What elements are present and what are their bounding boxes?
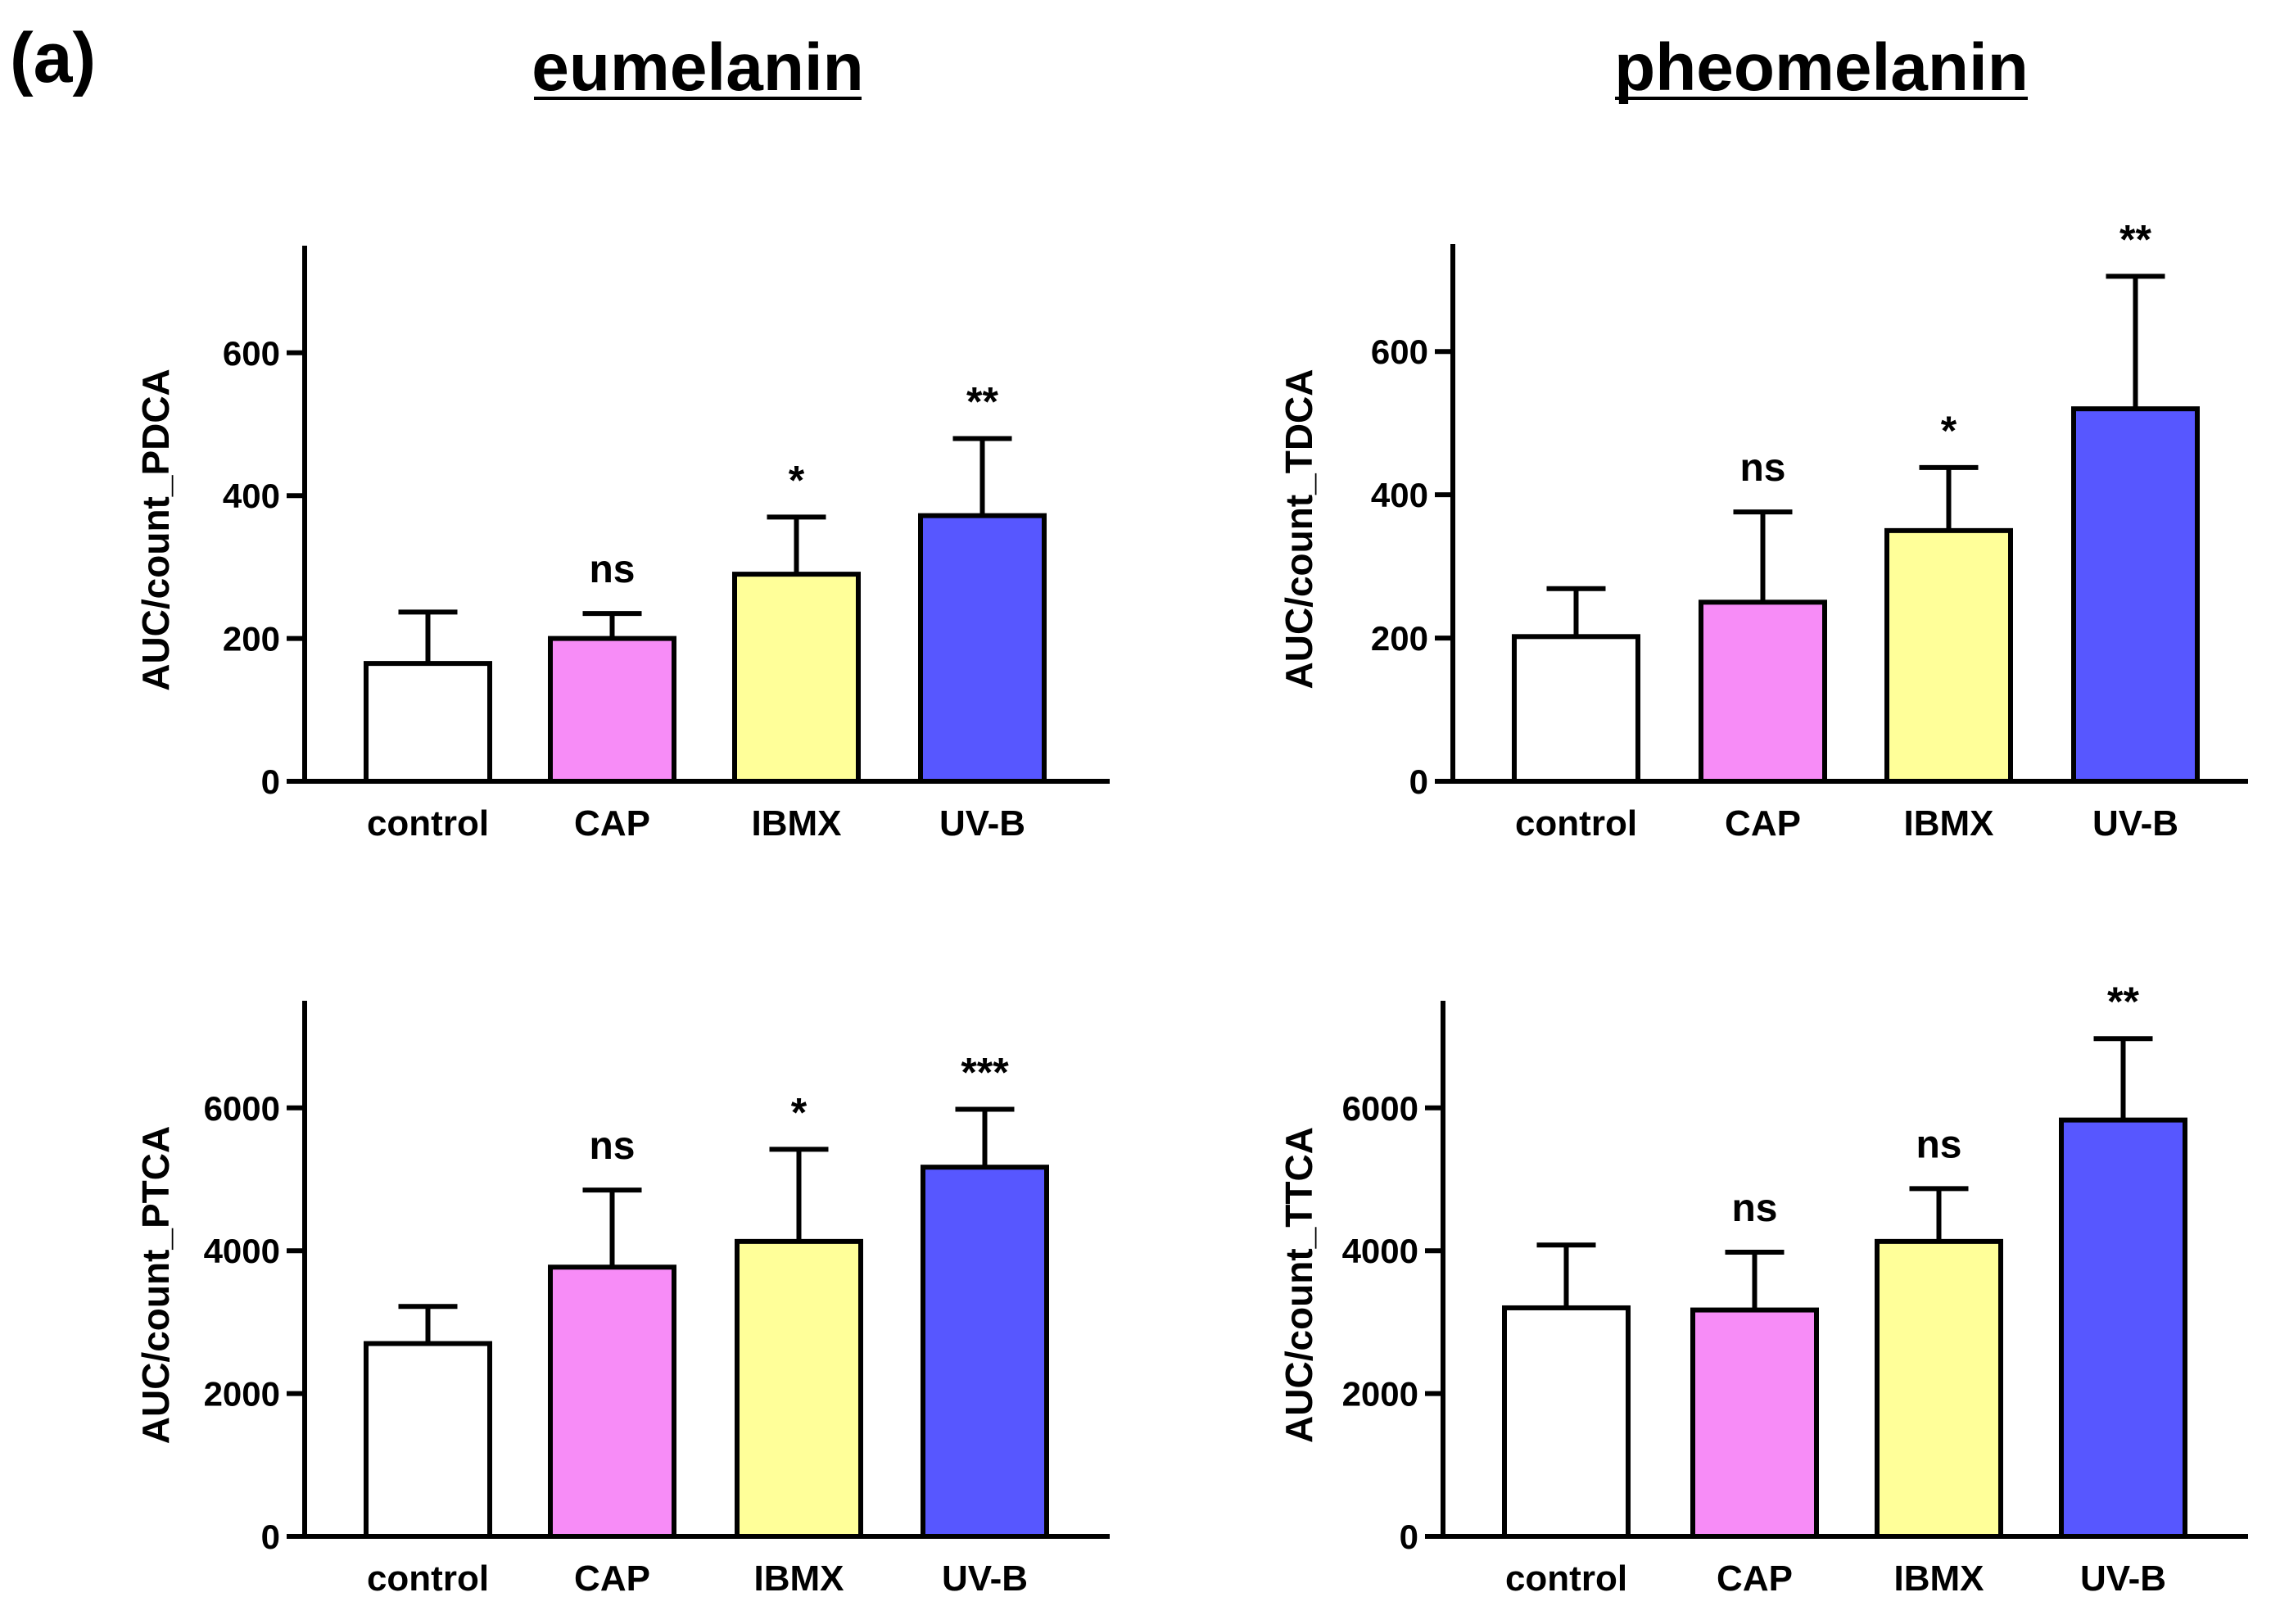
y-tick-label-400: 400 (223, 477, 280, 515)
significance-label-ibmx: * (789, 457, 805, 503)
chart-ttca: control CAP ns IBMX ns UV-B ** 0 2000 4000 6000 AUC… (1278, 979, 2248, 1599)
x-tick-label-uv-b: UV-B (942, 1558, 1028, 1599)
x-tick-label-ibmx: IBMX (754, 1558, 844, 1599)
x-tick-label-ibmx: IBMX (1904, 803, 1994, 844)
significance-label-uv-b: ** (2119, 216, 2151, 262)
bar-uv-b (921, 1165, 1049, 1540)
y-tick-label-2000: 2000 (1342, 1375, 1418, 1414)
x-tick-label-uv-b: UV-B (2080, 1558, 2166, 1599)
significance-label-cap: ns (589, 548, 635, 591)
x-tick-label-control: control (367, 803, 489, 844)
bar-cap (548, 1264, 676, 1539)
significance-label-uv-b: ** (2107, 979, 2139, 1025)
bar-ibmx (1875, 1238, 2003, 1539)
x-tick-label-control: control (367, 1558, 489, 1599)
bar-cap (1699, 599, 1827, 784)
y-tick-label-200: 200 (1371, 619, 1428, 658)
y-tick-label-6000: 6000 (204, 1089, 280, 1128)
bar-cap (548, 636, 676, 784)
column-title-eumelanin: eumelanin (532, 30, 864, 105)
y-tick-label-0: 0 (261, 762, 280, 801)
x-tick-label-ibmx: IBMX (752, 803, 842, 844)
significance-label-uv-b: ** (966, 378, 998, 424)
y-axis-label: AUC/count_PTCA (134, 1126, 177, 1444)
significance-label-cap: ns (1731, 1187, 1777, 1230)
y-tick-label-600: 600 (223, 334, 280, 373)
x-tick-label-uv-b: UV-B (2092, 803, 2178, 844)
y-tick-label-4000: 4000 (204, 1232, 280, 1270)
bar-uv-b (2059, 1117, 2187, 1540)
significance-label-cap: ns (1739, 446, 1785, 490)
y-tick-label-200: 200 (223, 620, 280, 658)
chart-ptca: control CAP ns IBMX * UV-B *** 0 2000 4000 6000 AUC… (134, 1001, 1110, 1599)
bar-ibmx (735, 1238, 863, 1539)
y-tick-label-0: 0 (1409, 762, 1428, 801)
bar-uv-b (2071, 406, 2200, 784)
y-tick-label-0: 0 (1400, 1518, 1418, 1556)
significance-label-ibmx: * (791, 1089, 808, 1135)
bar-uv-b (918, 513, 1047, 785)
x-tick-label-cap: CAP (574, 803, 650, 844)
significance-label-uv-b: *** (961, 1050, 1009, 1096)
x-tick-label-cap: CAP (1717, 1558, 1793, 1599)
y-tick-label-2000: 2000 (204, 1375, 280, 1414)
chart-tdca: control CAP ns IBMX * UV-B ** 0 200 400 600 AUC/cou… (1278, 216, 2248, 844)
x-tick-label-ibmx: IBMX (1894, 1558, 1984, 1599)
bar-control (364, 1341, 492, 1540)
y-axis-label: AUC/count_TDCA (1278, 369, 1320, 690)
x-tick-label-control: control (1505, 1558, 1627, 1599)
significance-label-cap: ns (589, 1124, 635, 1168)
x-tick-label-uv-b: UV-B (939, 803, 1025, 844)
significance-label-ibmx: ns (1916, 1123, 1961, 1166)
y-tick-label-0: 0 (261, 1518, 280, 1556)
y-tick-label-6000: 6000 (1342, 1089, 1418, 1128)
bar-cap (1690, 1307, 1819, 1540)
y-tick-label-600: 600 (1371, 332, 1428, 371)
x-tick-label-control: control (1515, 803, 1637, 844)
bar-ibmx (732, 572, 861, 784)
y-tick-label-400: 400 (1371, 476, 1428, 514)
x-tick-label-cap: CAP (574, 1558, 650, 1599)
significance-label-ibmx: * (1941, 408, 1957, 454)
bar-control (364, 661, 492, 784)
y-axis-label: AUC/count_TTCA (1278, 1127, 1320, 1443)
x-tick-label-cap: CAP (1725, 803, 1801, 844)
column-title-pheomelanin: pheomelanin (1614, 30, 2029, 105)
chart-pdca: control CAP ns IBMX * UV-B ** 0 200 400 600 AUC/cou… (134, 246, 1110, 844)
bar-control (1502, 1305, 1631, 1539)
y-tick-label-4000: 4000 (1342, 1232, 1418, 1270)
bar-ibmx (1884, 527, 2013, 784)
panel-label: (a) (10, 19, 96, 97)
bar-control (1512, 634, 1640, 784)
y-axis-label: AUC/count_PDCA (134, 369, 177, 691)
